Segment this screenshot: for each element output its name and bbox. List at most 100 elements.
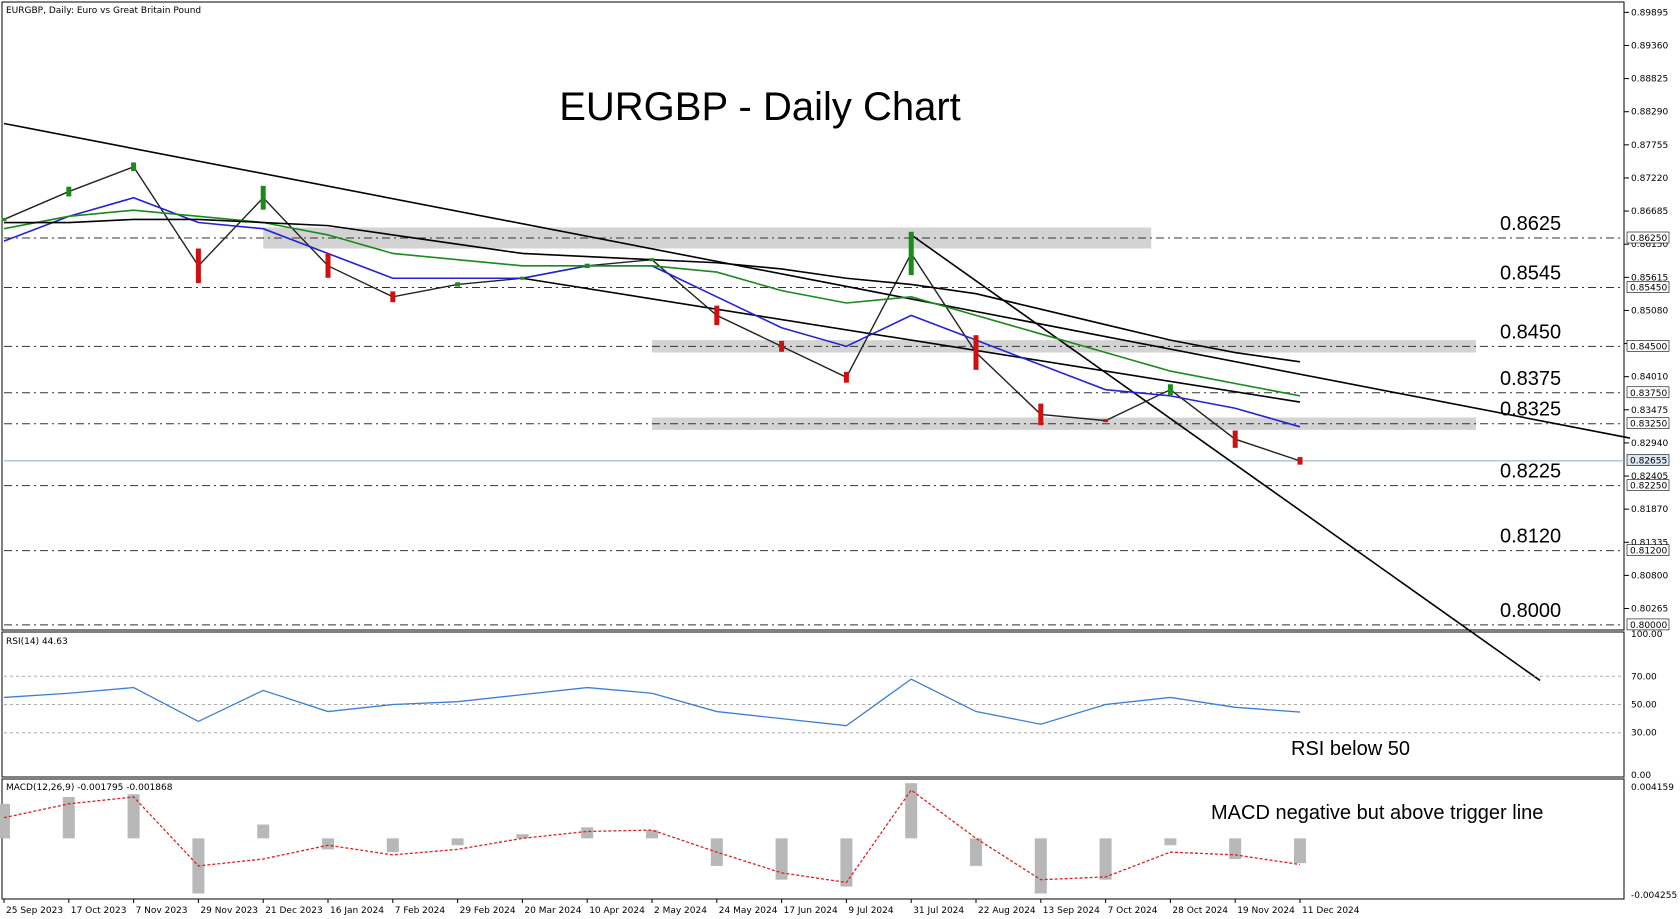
macd-bar	[127, 794, 140, 839]
price-level-tag	[1626, 340, 1670, 352]
macd-bar	[1229, 838, 1242, 860]
price-tick-label: 0.81870	[1631, 505, 1668, 515]
trendlines	[3, 122, 1631, 682]
price-level-tag-label: 0.81200	[1630, 547, 1667, 557]
chart-title: EURGBP - Daily Chart	[559, 85, 961, 129]
price-level-tag	[1626, 386, 1670, 399]
macd-bar	[516, 834, 529, 839]
price-tick-label: 0.87755	[1631, 141, 1668, 151]
price-point	[260, 185, 266, 210]
price-tick-label: 0.86150	[1631, 240, 1668, 250]
moving-average-2	[3, 209, 1301, 397]
macd-tick-label: 0.004159	[1631, 783, 1674, 793]
price-tick-label: 0.81335	[1631, 538, 1668, 548]
date-tick-label: 29 Nov 2023	[200, 906, 258, 916]
price-point	[584, 263, 590, 269]
date-tick-label: 28 Oct 2024	[1172, 906, 1228, 916]
price-point	[455, 282, 461, 287]
date-tick-label: 11 Dec 2024	[1302, 906, 1360, 916]
rsi-tick-label: 70.00	[1631, 672, 1657, 682]
price-tick-label: 0.85615	[1631, 273, 1668, 283]
rsi-indicator	[3, 675, 1624, 734]
price-point	[66, 186, 72, 197]
date-tick-label: 21 Dec 2023	[265, 906, 323, 916]
macd-bar	[1099, 838, 1112, 880]
macd-bar	[840, 838, 853, 887]
date-tick-label: 13 Sep 2024	[1043, 906, 1100, 916]
price-level-tag-label: 0.85450	[1630, 284, 1667, 294]
macd-panel-frame[interactable]	[1, 778, 1625, 900]
price-tick-label: 0.80800	[1631, 571, 1668, 581]
macd-bar	[62, 796, 75, 839]
macd-bar	[257, 824, 270, 839]
price-series	[1, 162, 1303, 465]
date-tick-label: 20 Mar 2024	[524, 906, 581, 916]
date-tick-label: 2 May 2024	[654, 906, 707, 916]
price-point	[1232, 430, 1238, 448]
date-tick-label: 17 Oct 2023	[71, 906, 127, 916]
date-tick-label: 31 Jul 2024	[913, 906, 964, 916]
macd-bar	[0, 803, 10, 839]
price-level-tag-label: 0.82655	[1630, 457, 1667, 467]
date-tick-label: 17 Jun 2024	[784, 906, 838, 916]
rsi-tick-label: 0.00	[1631, 771, 1651, 781]
price-tick-label: 0.82940	[1631, 439, 1668, 449]
macd-bar	[646, 830, 658, 839]
price-point	[908, 231, 914, 276]
price-tick-label: 0.89360	[1631, 41, 1668, 51]
level-label: 0.8120	[1500, 526, 1561, 548]
macd-label: MACD(12,26,9) -0.001795 -0.001868	[6, 783, 173, 793]
price-panel-frame[interactable]	[1, 1, 1625, 631]
price-point	[843, 371, 849, 383]
price-point	[973, 335, 979, 370]
macd-bar	[581, 827, 594, 839]
rsi-panel-frame[interactable]	[1, 631, 1625, 778]
horizontal-levels: 0.8625 0.8545 0.8450 0.8375 0.8325 0.8225 0.81…	[4, 213, 1624, 626]
rsi-line	[3, 678, 1301, 727]
price-level-tag	[1626, 417, 1670, 430]
axes: 0.89895 0.89360 0.88825 0.88290 0.87755 0.872…	[3, 8, 1677, 916]
price-level-tag	[1626, 479, 1670, 491]
price-tick-label: 0.84010	[1631, 373, 1668, 383]
level-label: 0.8325	[1500, 399, 1561, 421]
price-point	[779, 340, 785, 352]
macd-bar	[1034, 838, 1047, 894]
price-level-tag-label: 0.86250	[1630, 234, 1667, 244]
date-tick-label: 22 Aug 2024	[978, 906, 1036, 916]
macd-signal-line	[3, 789, 1301, 884]
price-level-tag	[1626, 454, 1670, 466]
price-level-tag	[1626, 544, 1670, 556]
price-level-tag	[1626, 231, 1670, 244]
date-tick-label: 19 Nov 2024	[1237, 906, 1295, 916]
level-label: 0.8450	[1500, 321, 1561, 343]
macd-annotation: MACD negative but above trigger line	[1211, 802, 1543, 824]
price-point	[1167, 384, 1173, 396]
date-tick-label: 25 Sep 2023	[6, 906, 63, 916]
price-level-tag-label: 0.83750	[1630, 389, 1667, 399]
date-tick-label: 24 May 2024	[719, 906, 778, 916]
level-label: 0.8000	[1500, 600, 1561, 622]
price-point	[325, 253, 331, 278]
macd-bar	[386, 838, 399, 853]
price-level-tag-label: 0.82250	[1630, 482, 1667, 492]
price-point	[131, 162, 137, 172]
rsi-tick-label: 50.00	[1631, 701, 1657, 711]
rsi-annotation: RSI below 50	[1291, 738, 1410, 760]
trendline-2	[522, 277, 1301, 403]
price-point	[195, 248, 201, 284]
price-tick-label: 0.88290	[1631, 108, 1668, 118]
macd-bar	[1164, 838, 1177, 846]
level-label: 0.8225	[1500, 461, 1561, 483]
date-tick-label: 10 Apr 2024	[589, 906, 645, 916]
price-tick-label: 0.85080	[1631, 306, 1668, 316]
macd-bar	[451, 838, 464, 846]
price-tick-label: 0.87220	[1631, 174, 1668, 184]
macd-tick-label: -0.004255	[1631, 891, 1677, 901]
level-label: 0.8545	[1500, 263, 1561, 285]
zone-1	[652, 340, 1476, 353]
price-tick-label: 0.83475	[1631, 406, 1668, 416]
price-point	[714, 305, 720, 326]
price-level-tag-label: 0.84500	[1630, 342, 1667, 352]
price-level-tag	[1626, 281, 1670, 293]
